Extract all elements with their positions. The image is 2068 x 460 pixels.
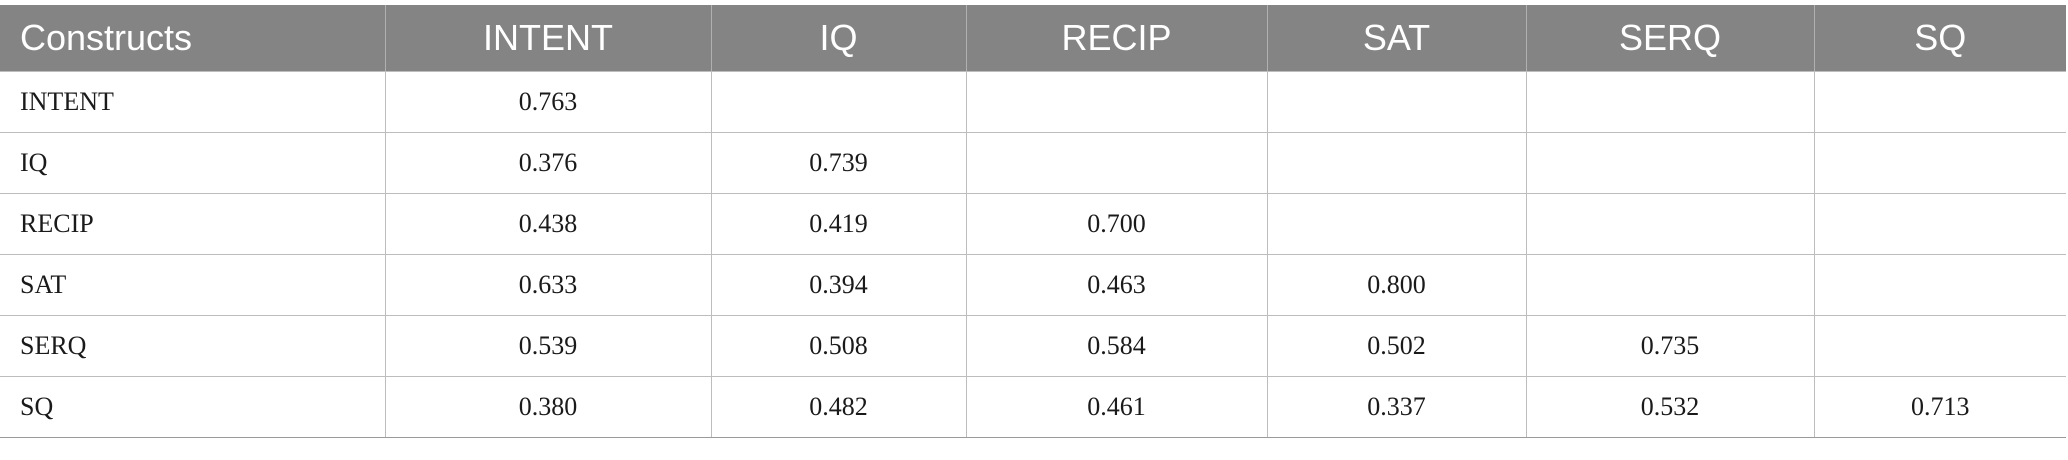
- row-label: SAT: [0, 254, 386, 316]
- table-row: SERQ 0.539 0.508 0.584 0.502 0.735: [0, 315, 2066, 377]
- header-cell-iq: IQ: [710, 5, 967, 72]
- table-cell: 0.337: [1266, 376, 1527, 438]
- table-row: RECIP 0.438 0.419 0.700: [0, 193, 2066, 255]
- row-label: SQ: [0, 376, 386, 438]
- table-cell: [1266, 193, 1527, 255]
- table-cell: 0.502: [1266, 315, 1527, 377]
- table-cell: 0.700: [965, 193, 1268, 255]
- row-label: RECIP: [0, 193, 386, 255]
- table-cell: [1266, 132, 1527, 194]
- table-cell: [1813, 132, 2066, 194]
- table-cell: 0.463: [965, 254, 1268, 316]
- row-label: INTENT: [0, 71, 386, 133]
- table-cell: [1525, 254, 1815, 316]
- table-cell: 0.376: [384, 132, 712, 194]
- table-cell: 0.633: [384, 254, 712, 316]
- table-cell: 0.800: [1266, 254, 1527, 316]
- header-row: Constructs INTENT IQ RECIP SAT SERQ SQ: [0, 5, 2066, 72]
- table-row: SAT 0.633 0.394 0.463 0.800: [0, 254, 2066, 316]
- table-cell: 0.394: [710, 254, 967, 316]
- header-cell-intent: INTENT: [384, 5, 712, 72]
- table-cell: 0.739: [710, 132, 967, 194]
- correlation-table: Constructs INTENT IQ RECIP SAT SERQ SQ I…: [0, 5, 2066, 438]
- table-cell: 0.763: [384, 71, 712, 133]
- table-cell: 0.461: [965, 376, 1268, 438]
- table-cell: 0.532: [1525, 376, 1815, 438]
- table-cell: 0.735: [1525, 315, 1815, 377]
- table-cell: 0.380: [384, 376, 712, 438]
- table-cell: 0.539: [384, 315, 712, 377]
- table-row: SQ 0.380 0.482 0.461 0.337 0.532 0.713: [0, 376, 2066, 438]
- table-row: INTENT 0.763: [0, 71, 2066, 133]
- table-cell: 0.713: [1813, 376, 2066, 438]
- table-cell: [1525, 193, 1815, 255]
- table-cell: [1813, 71, 2066, 133]
- table-cell: [1813, 315, 2066, 377]
- table-cell: 0.508: [710, 315, 967, 377]
- table-cell: [965, 71, 1268, 133]
- table-cell: 0.438: [384, 193, 712, 255]
- table-cell: [1813, 193, 2066, 255]
- row-label: IQ: [0, 132, 386, 194]
- header-cell-recip: RECIP: [965, 5, 1268, 72]
- header-cell-sq: SQ: [1813, 5, 2066, 72]
- correlation-table-container: Constructs INTENT IQ RECIP SAT SERQ SQ I…: [0, 5, 2066, 438]
- table-row: IQ 0.376 0.739: [0, 132, 2066, 194]
- table-cell: [1525, 71, 1815, 133]
- header-cell-sat: SAT: [1266, 5, 1527, 72]
- table-cell: [710, 71, 967, 133]
- table-cell: [1813, 254, 2066, 316]
- header-cell-constructs: Constructs: [0, 5, 386, 72]
- row-label: SERQ: [0, 315, 386, 377]
- table-cell: 0.482: [710, 376, 967, 438]
- header-cell-serq: SERQ: [1525, 5, 1815, 72]
- table-cell: [1525, 132, 1815, 194]
- table-cell: [965, 132, 1268, 194]
- table-cell: 0.584: [965, 315, 1268, 377]
- table-cell: 0.419: [710, 193, 967, 255]
- table-cell: [1266, 71, 1527, 133]
